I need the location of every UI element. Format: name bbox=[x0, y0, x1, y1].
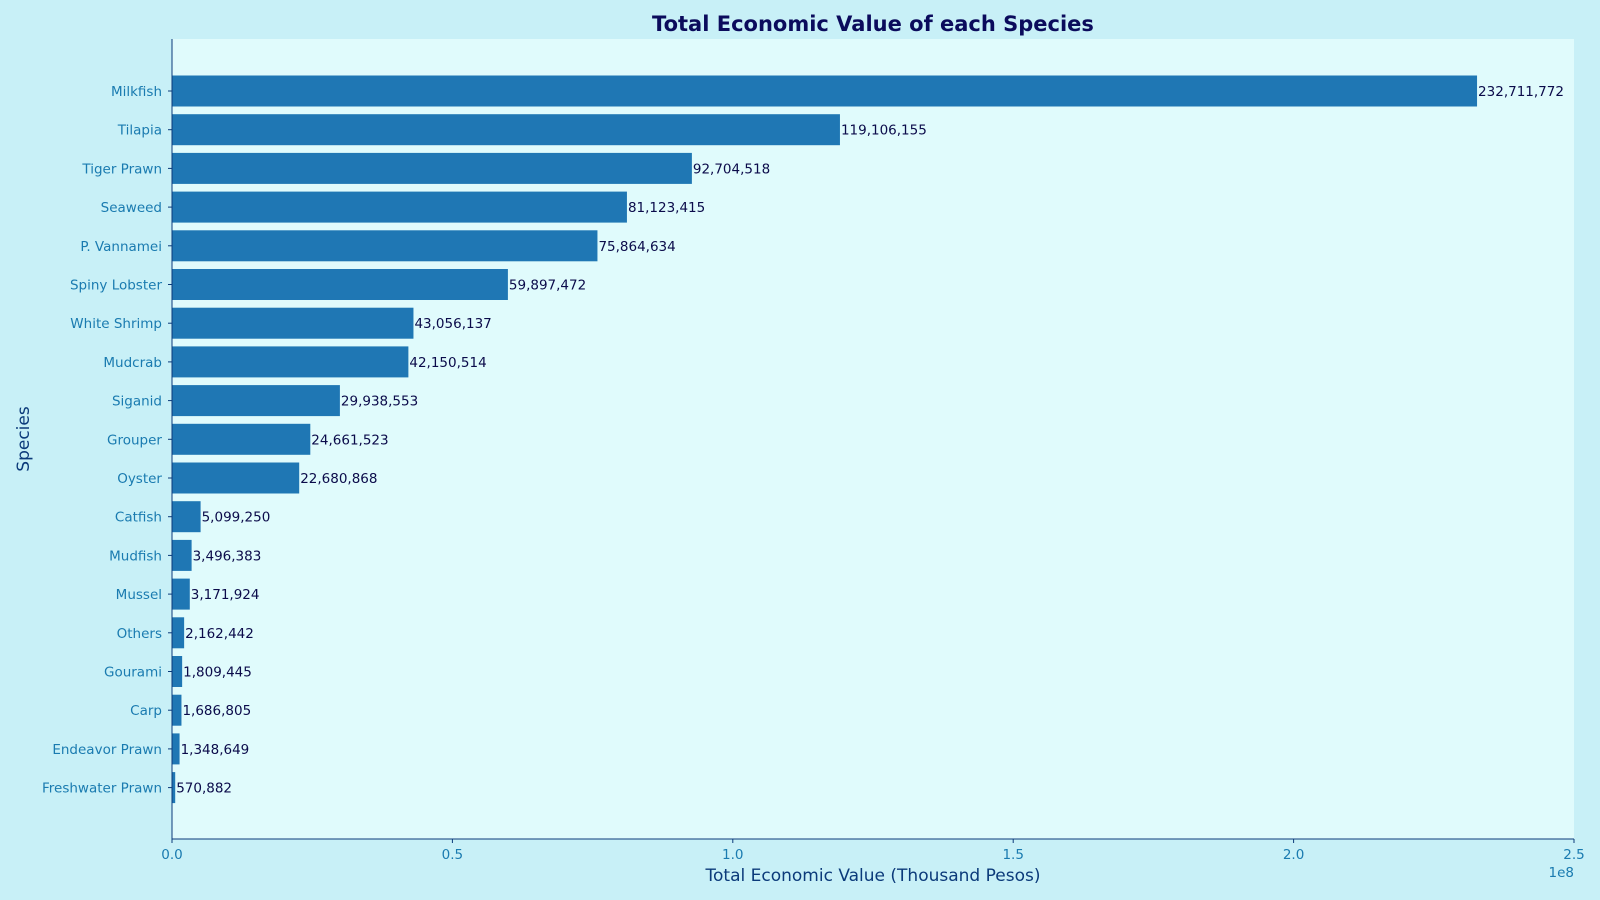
data-label: 232,711,772 bbox=[1478, 84, 1564, 100]
x-tick-label: 2.5 bbox=[1563, 847, 1584, 863]
x-tick-label: 2.0 bbox=[1283, 847, 1304, 863]
data-label: 92,704,518 bbox=[693, 161, 770, 177]
data-label: 43,056,137 bbox=[414, 316, 491, 332]
y-tick-label: Others bbox=[117, 626, 162, 642]
y-tick-label: Oyster bbox=[117, 471, 162, 487]
data-label: 2,162,442 bbox=[185, 626, 254, 642]
bar bbox=[172, 733, 180, 765]
y-tick-label: Tilapia bbox=[117, 123, 162, 139]
data-label: 1,686,805 bbox=[182, 703, 251, 719]
y-tick-label: Grouper bbox=[107, 432, 162, 448]
bar bbox=[172, 617, 185, 649]
y-tick-label: Seaweed bbox=[101, 200, 162, 216]
chart-title: Total Economic Value of each Species bbox=[652, 12, 1094, 36]
bar bbox=[172, 114, 840, 146]
x-axis-ticks: 0.0 0.5 1.0 1.5 2.0 2.5 bbox=[161, 839, 1585, 863]
bar bbox=[172, 307, 414, 339]
y-tick-label: Mudcrab bbox=[103, 355, 162, 371]
data-label: 29,938,553 bbox=[341, 394, 418, 410]
x-tick-label: 0.5 bbox=[442, 847, 463, 863]
data-label: 1,348,649 bbox=[181, 742, 250, 758]
bar bbox=[172, 385, 340, 417]
bar bbox=[172, 539, 192, 571]
y-tick-label: Milkfish bbox=[111, 84, 162, 100]
y-tick-label: Siganid bbox=[112, 394, 162, 410]
data-labels-layer: 232,711,772 119,106,155 92,704,518 81,123,4… bbox=[176, 84, 1564, 797]
bars-layer bbox=[172, 75, 1478, 804]
y-axis-ticks: Milkfish Tilapia Tiger Prawn Seaweed P. Vann… bbox=[42, 84, 172, 797]
bar bbox=[172, 191, 627, 223]
bar bbox=[172, 462, 300, 494]
bar bbox=[172, 152, 692, 184]
data-label: 81,123,415 bbox=[628, 200, 705, 216]
y-tick-label: Freshwater Prawn bbox=[42, 781, 162, 797]
data-label: 3,171,924 bbox=[191, 587, 260, 603]
bar bbox=[172, 75, 1478, 107]
bar bbox=[172, 346, 409, 378]
y-tick-label: Tiger Prawn bbox=[81, 161, 162, 177]
bar bbox=[172, 656, 183, 687]
data-label: 24,661,523 bbox=[311, 432, 388, 448]
bar bbox=[172, 772, 176, 804]
data-label: 59,897,472 bbox=[509, 278, 586, 294]
x-axis-label: Total Economic Value (Thousand Pesos) bbox=[705, 866, 1041, 886]
y-axis-label: Species bbox=[14, 406, 34, 472]
data-label: 75,864,634 bbox=[598, 239, 675, 255]
y-tick-label: P. Vannamei bbox=[80, 239, 162, 255]
bar bbox=[172, 694, 182, 726]
bar bbox=[172, 578, 190, 610]
y-tick-label: Catfish bbox=[115, 510, 162, 526]
y-tick-label: Spiny Lobster bbox=[70, 278, 162, 294]
x-tick-label: 1.5 bbox=[1002, 847, 1023, 863]
data-label: 5,099,250 bbox=[202, 510, 271, 526]
y-tick-label: Mudfish bbox=[109, 548, 162, 564]
y-tick-label: Gourami bbox=[104, 665, 162, 681]
y-tick-label: White Shrimp bbox=[70, 316, 162, 332]
data-label: 3,496,383 bbox=[193, 548, 262, 564]
x-tick-label: 0.0 bbox=[161, 847, 182, 863]
data-label: 570,882 bbox=[176, 781, 232, 797]
bar bbox=[172, 269, 508, 300]
bar bbox=[172, 230, 598, 262]
data-label: 119,106,155 bbox=[841, 123, 927, 139]
x-axis-offset-label: 1e8 bbox=[1549, 865, 1574, 881]
data-label: 42,150,514 bbox=[409, 355, 486, 371]
y-tick-label: Carp bbox=[130, 703, 162, 719]
x-tick-label: 1.0 bbox=[722, 847, 743, 863]
bar bbox=[172, 501, 201, 533]
y-tick-label: Mussel bbox=[116, 587, 162, 603]
data-label: 1,809,445 bbox=[183, 665, 252, 681]
data-label: 22,680,868 bbox=[300, 471, 377, 487]
y-tick-label: Endeavor Prawn bbox=[52, 742, 162, 758]
bar bbox=[172, 423, 311, 455]
